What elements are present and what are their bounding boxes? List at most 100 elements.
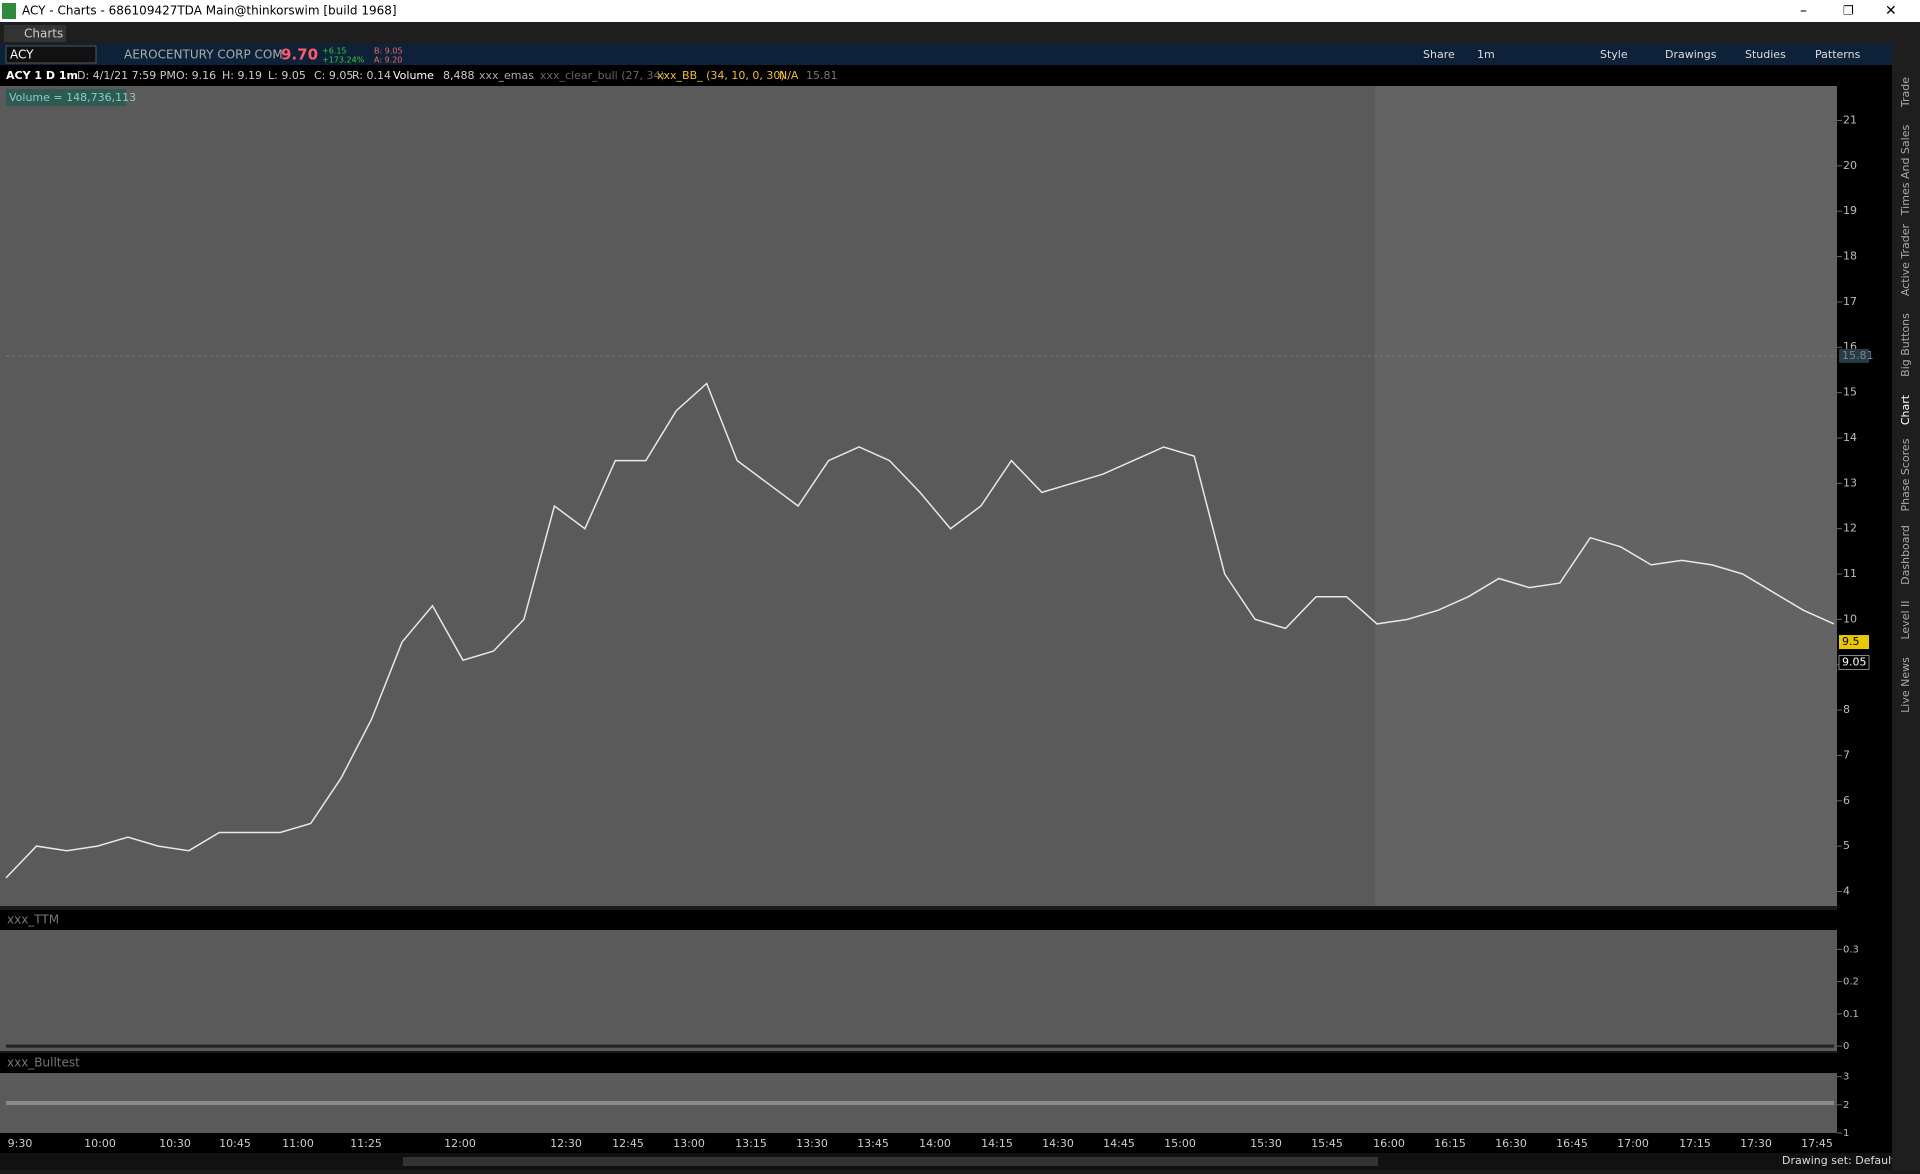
x-tick-label: 16:45 <box>1556 1137 1588 1150</box>
bulltest-line <box>6 1101 1834 1105</box>
last-price: 9.70 <box>281 46 318 64</box>
x-tick-label: 9:30 <box>8 1137 33 1150</box>
symbol-box[interactable] <box>5 45 97 64</box>
x-tick-label: 12:45 <box>612 1137 644 1150</box>
volume-total: Volume = 148,736,113 <box>9 91 136 104</box>
toolbar <box>0 44 1892 65</box>
x-tick-label: 16:30 <box>1495 1137 1527 1150</box>
x-tick-label: 14:45 <box>1103 1137 1135 1150</box>
y-tick-label: 2 <box>1843 1100 1849 1111</box>
tab-bar <box>0 22 1920 44</box>
x-tick-label: 16:15 <box>1434 1137 1466 1150</box>
side-tab[interactable]: Times And Sales <box>1899 125 1912 217</box>
y-tick-label: 0.3 <box>1843 944 1859 955</box>
y-tick-label: 1 <box>1843 1128 1849 1139</box>
y-tick-label: 18 <box>1843 250 1857 263</box>
price-tag <box>1838 654 1870 670</box>
info-field: D: 4/1/21 7:59 PM <box>77 69 176 82</box>
bid: B: 9.05 <box>374 47 403 56</box>
y-tick-label: 5 <box>1843 839 1850 852</box>
x-tick-label: 12:30 <box>550 1137 582 1150</box>
x-tick-label: 16:00 <box>1373 1137 1405 1150</box>
info-field: 15.81 <box>806 69 838 82</box>
y-tick-label: 19 <box>1843 204 1857 217</box>
y-tick-label: 15 <box>1843 386 1857 399</box>
side-tab[interactable]: Big Buttons <box>1899 313 1912 377</box>
price-line <box>5 382 1835 879</box>
toolbar-button[interactable]: Studies <box>1745 48 1786 61</box>
ttm-name: xxx_TTM <box>7 913 59 927</box>
y-tick-label: 20 <box>1843 159 1857 172</box>
side-tab[interactable]: Live News <box>1899 657 1912 713</box>
tab[interactable] <box>4 25 66 42</box>
minimize[interactable]: – <box>1800 3 1807 19</box>
info-field: xxx_clear_bull (27, 34) <box>540 69 665 82</box>
y-tick-label: 4 <box>1843 884 1850 897</box>
x-tick-label: 11:00 <box>282 1137 314 1150</box>
side-tab[interactable]: Dashboard <box>1899 525 1912 585</box>
info-field: Volume <box>393 69 434 82</box>
volume-box <box>6 89 126 106</box>
change-pct: +173.24% <box>322 56 365 65</box>
ttm-plot <box>0 930 1837 1051</box>
x-tick-label: 14:30 <box>1042 1137 1074 1150</box>
y-tick-label: 8 <box>1843 703 1850 716</box>
time-axis <box>0 1133 1892 1153</box>
x-tick-label: 17:45 <box>1801 1137 1833 1150</box>
ask: A: 9.20 <box>374 56 402 65</box>
y-tick-label: 10 <box>1843 612 1857 625</box>
price-tag-label: 15.81 <box>1842 349 1874 362</box>
info-field: L: 9.05 <box>268 69 306 82</box>
company: AEROCENTURY CORP COM <box>124 48 283 62</box>
y-tick-label: 0.2 <box>1843 977 1859 988</box>
x-tick-label: 17:00 <box>1617 1137 1649 1150</box>
toolbar-button[interactable]: Drawings <box>1665 48 1717 61</box>
info-field: N/A <box>779 69 799 82</box>
x-tick-label: 13:45 <box>857 1137 889 1150</box>
x-tick-label: 12:00 <box>444 1137 476 1150</box>
restore[interactable]: ❐ <box>1843 4 1854 18</box>
side-tab[interactable]: Chart <box>1899 394 1912 425</box>
price-tag <box>1839 635 1869 650</box>
toolbar-button[interactable]: 1m <box>1477 48 1495 61</box>
x-tick-label: 17:30 <box>1740 1137 1772 1150</box>
symbol: ACY <box>10 48 34 62</box>
x-tick-label: 13:00 <box>673 1137 705 1150</box>
y-tick-label: 3 <box>1843 1072 1849 1083</box>
change: +6.15 <box>322 47 347 56</box>
info-field: R: 0.14 <box>352 69 391 82</box>
x-tick-label: 15:45 <box>1311 1137 1343 1150</box>
side-tab[interactable]: Active Trader <box>1899 223 1912 296</box>
after-hours-shade <box>1375 86 1837 906</box>
side-tab[interactable]: Trade <box>1899 77 1912 108</box>
title-bar <box>0 0 1920 22</box>
x-tick-label: 13:15 <box>735 1137 767 1150</box>
price-tag <box>1839 348 1869 363</box>
window-title: ACY - Charts - 686109427TDA Main@thinkor… <box>22 4 397 18</box>
info-bar <box>0 65 1837 86</box>
x-tick-label: 14:00 <box>919 1137 951 1150</box>
info-field: xxx_BB_ (34, 10, 0, 30) <box>657 69 785 82</box>
bulltest-header <box>0 1053 1837 1073</box>
toolbar-button[interactable]: Share <box>1423 48 1455 61</box>
y-tick-label: 11 <box>1843 567 1857 580</box>
toolbar-button[interactable]: Style <box>1600 48 1628 61</box>
price-axis <box>1837 65 1892 1153</box>
side-tab[interactable]: Level II <box>1899 600 1912 639</box>
x-tick-label: 14:15 <box>981 1137 1013 1150</box>
x-tick-label: 15:00 <box>1164 1137 1196 1150</box>
bulltest-name: xxx_Bulltest <box>7 1056 80 1070</box>
y-tick-label: 0 <box>1843 1041 1849 1052</box>
y-tick-label: 13 <box>1843 476 1857 489</box>
side-tab[interactable]: Phase Scores <box>1899 438 1912 511</box>
scroll-thumb[interactable] <box>403 1157 1378 1166</box>
x-tick-label: 10:00 <box>84 1137 116 1150</box>
x-tick-label: 11:25 <box>350 1137 382 1150</box>
x-tick-label: 10:45 <box>219 1137 251 1150</box>
info-field: 8,488 <box>443 69 475 82</box>
toolbar-button[interactable]: Patterns <box>1815 48 1861 61</box>
app-icon <box>2 3 16 19</box>
y-tick-label: 17 <box>1843 295 1857 308</box>
close[interactable]: ✕ <box>1885 3 1897 19</box>
